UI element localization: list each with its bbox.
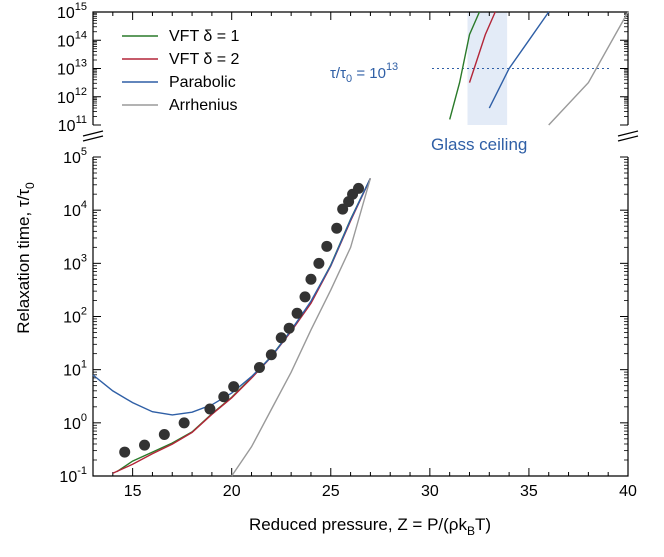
y-tick-label: 104 — [63, 199, 87, 220]
y-tick-label: 1015 — [57, 1, 87, 22]
y-tick-label: 10-1 — [59, 465, 87, 486]
data-point — [119, 446, 131, 458]
y-tick-label: 1014 — [57, 29, 87, 50]
data-point — [228, 381, 240, 393]
series-line — [231, 11, 629, 477]
data-point — [265, 349, 277, 361]
y-tick-label: 101 — [63, 359, 87, 380]
y-tick-label: 1013 — [57, 58, 87, 79]
data-point — [321, 240, 333, 252]
data-point — [158, 429, 170, 441]
legend-entry: VFT δ = 2 — [122, 51, 240, 68]
series-lines — [92, 11, 629, 477]
data-point — [139, 439, 151, 451]
glass-ceiling-band-layer — [432, 12, 610, 125]
data-point — [178, 417, 190, 429]
y-tick-label: 1012 — [57, 86, 87, 107]
legend-entry: Arrhenius — [122, 97, 237, 114]
x-tick-label: 30 — [421, 483, 439, 500]
x-tick-label: 35 — [520, 483, 538, 500]
axis-ticks: 15 20 25 30 35 40 10-1 100 101 102 103 104 105 1011 10… — [57, 1, 637, 500]
x-tick-label: 40 — [619, 483, 637, 500]
x-tick-label: 25 — [322, 483, 340, 500]
lower-panel-frame — [92, 157, 629, 477]
x-tick-label: 15 — [124, 483, 142, 500]
legend-label: Parabolic — [169, 74, 236, 91]
scatter-points — [119, 182, 365, 458]
y-tick-label: 105 — [63, 146, 87, 167]
legend-entry: Parabolic — [122, 74, 236, 91]
y-tick-label: 103 — [63, 252, 87, 273]
y-tick-label: 1011 — [58, 114, 87, 135]
legend-label: Arrhenius — [169, 97, 237, 114]
data-point — [305, 273, 317, 285]
tau-ref-label: τ/τ0 = 1013 — [330, 61, 398, 85]
data-point — [218, 391, 230, 403]
data-point — [313, 257, 325, 269]
y-axis-label: Relaxation time, τ/τ0 — [14, 182, 37, 334]
x-tick-label: 20 — [223, 483, 241, 500]
data-point — [204, 403, 216, 415]
data-point — [291, 307, 303, 319]
data-point — [337, 203, 349, 215]
legend-label: VFT δ = 2 — [169, 51, 240, 68]
x-axis-label: Reduced pressure, Z = P/(ρkBT) — [249, 515, 491, 538]
y-tick-label: 102 — [63, 306, 87, 327]
y-tick-label: 100 — [63, 412, 87, 433]
data-point — [353, 182, 365, 194]
data-point — [275, 332, 287, 344]
data-point — [299, 291, 311, 303]
series-line — [92, 11, 550, 416]
legend: VFT δ = 1 VFT δ = 2 Parabolic Arrhenius — [122, 28, 240, 114]
data-point — [331, 222, 343, 234]
data-point — [253, 362, 265, 374]
axis-break-right — [617, 130, 639, 142]
legend-label: VFT δ = 1 — [169, 28, 240, 45]
axis-break-left — [82, 130, 104, 142]
glass-ceiling-label: Glass ceiling — [431, 135, 527, 154]
data-point — [283, 322, 295, 334]
legend-entry: VFT δ = 1 — [122, 28, 240, 45]
